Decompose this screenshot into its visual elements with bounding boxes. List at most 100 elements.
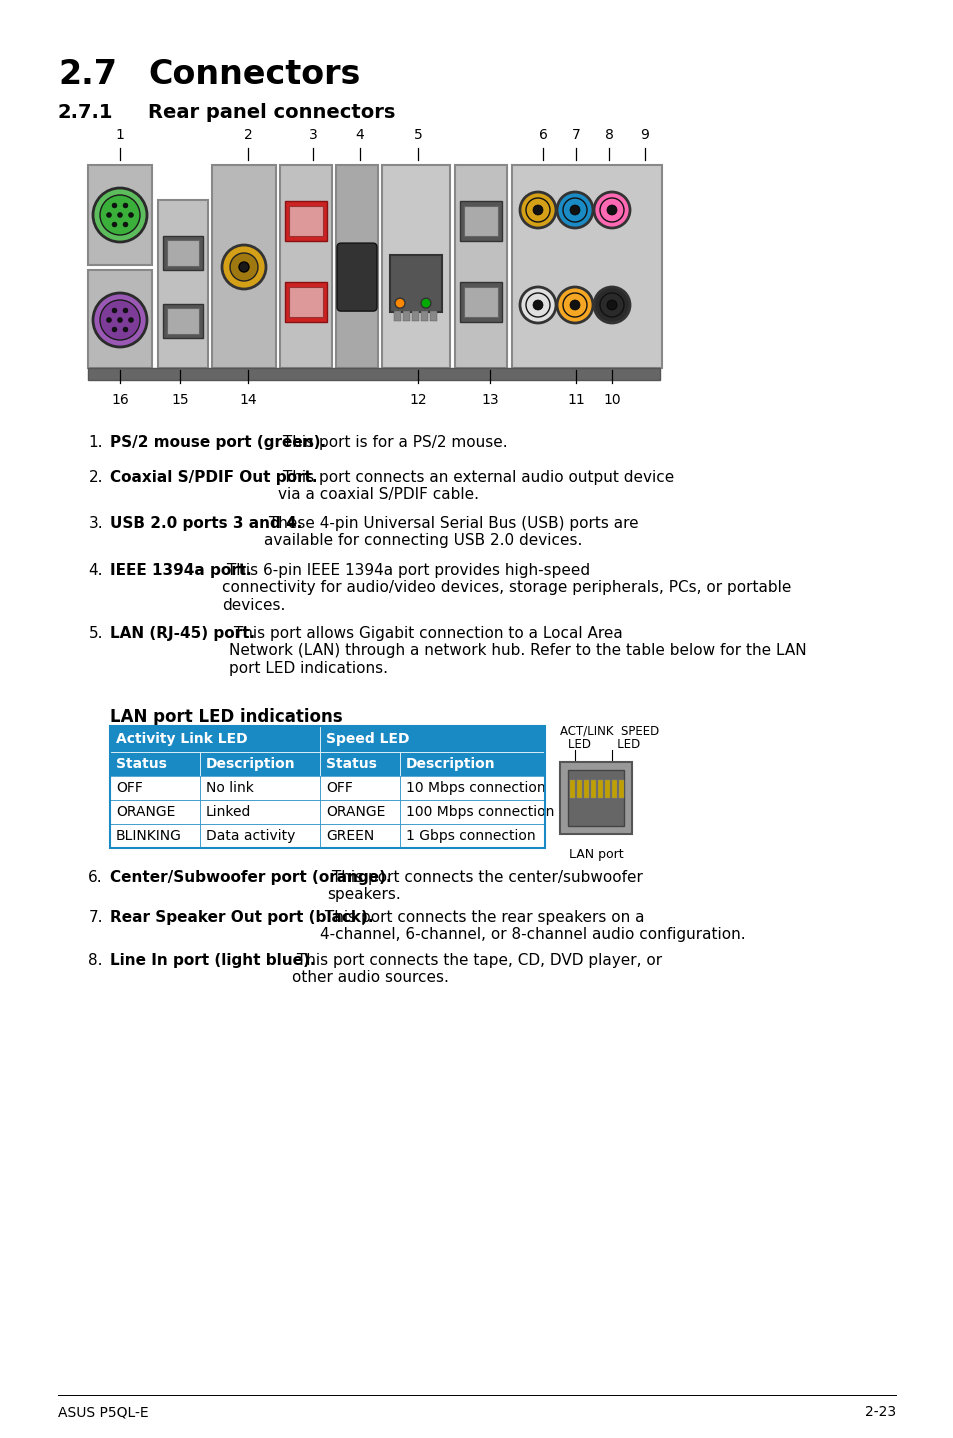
Text: This port connects the rear speakers on a
4-channel, 6-channel, or 8-channel aud: This port connects the rear speakers on … (319, 910, 745, 942)
Circle shape (557, 193, 593, 229)
Bar (110, 777, 200, 800)
Circle shape (112, 221, 117, 227)
Text: 2.7.1: 2.7.1 (58, 104, 113, 122)
Circle shape (395, 298, 405, 308)
Bar (463, 288, 497, 316)
Circle shape (525, 198, 550, 221)
Bar (158, 200, 208, 368)
Bar (612, 779, 617, 798)
Circle shape (569, 301, 579, 311)
Circle shape (222, 244, 266, 289)
Bar (455, 165, 506, 368)
Circle shape (525, 293, 550, 316)
Circle shape (117, 213, 122, 217)
Text: 8.: 8. (89, 953, 103, 968)
Text: ORANGE: ORANGE (116, 805, 175, 820)
Circle shape (129, 213, 133, 217)
Text: Description: Description (406, 756, 496, 771)
Bar (399, 824, 544, 848)
Circle shape (112, 308, 117, 313)
Text: Coaxial S/PDIF Out port.: Coaxial S/PDIF Out port. (110, 470, 317, 485)
Bar (399, 752, 544, 777)
Bar (88, 165, 152, 265)
Bar (569, 779, 575, 798)
Text: Linked: Linked (206, 805, 251, 820)
Bar (319, 777, 399, 800)
Text: 1 Gbps connection: 1 Gbps connection (406, 828, 535, 843)
Text: 6.: 6. (89, 870, 103, 884)
Text: IEEE 1394a port.: IEEE 1394a port. (110, 564, 252, 578)
Bar (319, 824, 399, 848)
Circle shape (123, 326, 128, 332)
Bar (598, 779, 602, 798)
Bar (399, 800, 544, 824)
Bar (110, 726, 544, 848)
Text: Line In port (light blue).: Line In port (light blue). (110, 953, 315, 968)
Bar (559, 762, 631, 834)
Text: This port connects an external audio output device
via a coaxial S/PDIF cable.: This port connects an external audio out… (277, 470, 674, 502)
Bar (88, 368, 659, 380)
Circle shape (117, 318, 122, 322)
Text: OFF: OFF (326, 781, 353, 795)
Bar (463, 206, 497, 236)
Text: 9: 9 (639, 128, 649, 142)
Text: USB 2.0 ports 3 and 4.: USB 2.0 ports 3 and 4. (110, 516, 302, 531)
Text: 8: 8 (604, 128, 613, 142)
Bar (459, 201, 501, 242)
Text: 7: 7 (571, 128, 579, 142)
Bar (335, 165, 377, 368)
Bar (110, 800, 200, 824)
Text: Connectors: Connectors (148, 58, 360, 91)
Circle shape (599, 198, 623, 221)
Bar (412, 311, 418, 321)
Circle shape (107, 318, 112, 322)
Bar (567, 769, 623, 825)
Bar (604, 779, 609, 798)
Text: ACT/LINK  SPEED: ACT/LINK SPEED (559, 723, 659, 738)
Circle shape (562, 198, 586, 221)
Text: Rear panel connectors: Rear panel connectors (148, 104, 395, 122)
Text: These 4-pin Universal Serial Bus (USB) ports are
available for connecting USB 2.: These 4-pin Universal Serial Bus (USB) p… (264, 516, 638, 548)
Text: This port connects the tape, CD, DVD player, or
other audio sources.: This port connects the tape, CD, DVD pla… (292, 953, 661, 985)
Text: 4.: 4. (89, 564, 103, 578)
Circle shape (100, 301, 140, 339)
Circle shape (230, 253, 257, 280)
Circle shape (533, 301, 542, 311)
Circle shape (123, 221, 128, 227)
Bar (163, 303, 203, 338)
Text: Status: Status (116, 756, 167, 771)
Text: 3.: 3. (89, 516, 103, 531)
Text: 12: 12 (409, 393, 426, 407)
Text: 3: 3 (309, 128, 317, 142)
Text: Status: Status (326, 756, 376, 771)
Circle shape (606, 206, 617, 216)
FancyBboxPatch shape (336, 243, 376, 311)
Bar (420, 311, 428, 321)
Bar (319, 726, 544, 752)
Bar (381, 165, 450, 368)
Circle shape (239, 262, 249, 272)
Bar (167, 240, 199, 266)
Bar (459, 282, 501, 322)
Bar (590, 779, 596, 798)
Text: This port connects the center/subwoofer
speakers.: This port connects the center/subwoofer … (327, 870, 642, 903)
Circle shape (100, 196, 140, 234)
Text: 1: 1 (115, 128, 124, 142)
Text: BLINKING: BLINKING (116, 828, 182, 843)
Text: 10 Mbps connection: 10 Mbps connection (406, 781, 545, 795)
Bar (289, 206, 323, 236)
Text: PS/2 mouse port (green).: PS/2 mouse port (green). (110, 436, 326, 450)
Bar (200, 824, 319, 848)
Bar (394, 311, 400, 321)
Text: Center/Subwoofer port (orange).: Center/Subwoofer port (orange). (110, 870, 392, 884)
Text: 7.: 7. (89, 910, 103, 925)
Text: LAN (RJ-45) port.: LAN (RJ-45) port. (110, 626, 254, 641)
Bar (319, 752, 399, 777)
Bar (200, 800, 319, 824)
Circle shape (123, 203, 128, 209)
Circle shape (92, 293, 147, 347)
Text: OFF: OFF (116, 781, 143, 795)
Bar (110, 824, 200, 848)
Text: 6: 6 (538, 128, 547, 142)
Bar (577, 779, 581, 798)
